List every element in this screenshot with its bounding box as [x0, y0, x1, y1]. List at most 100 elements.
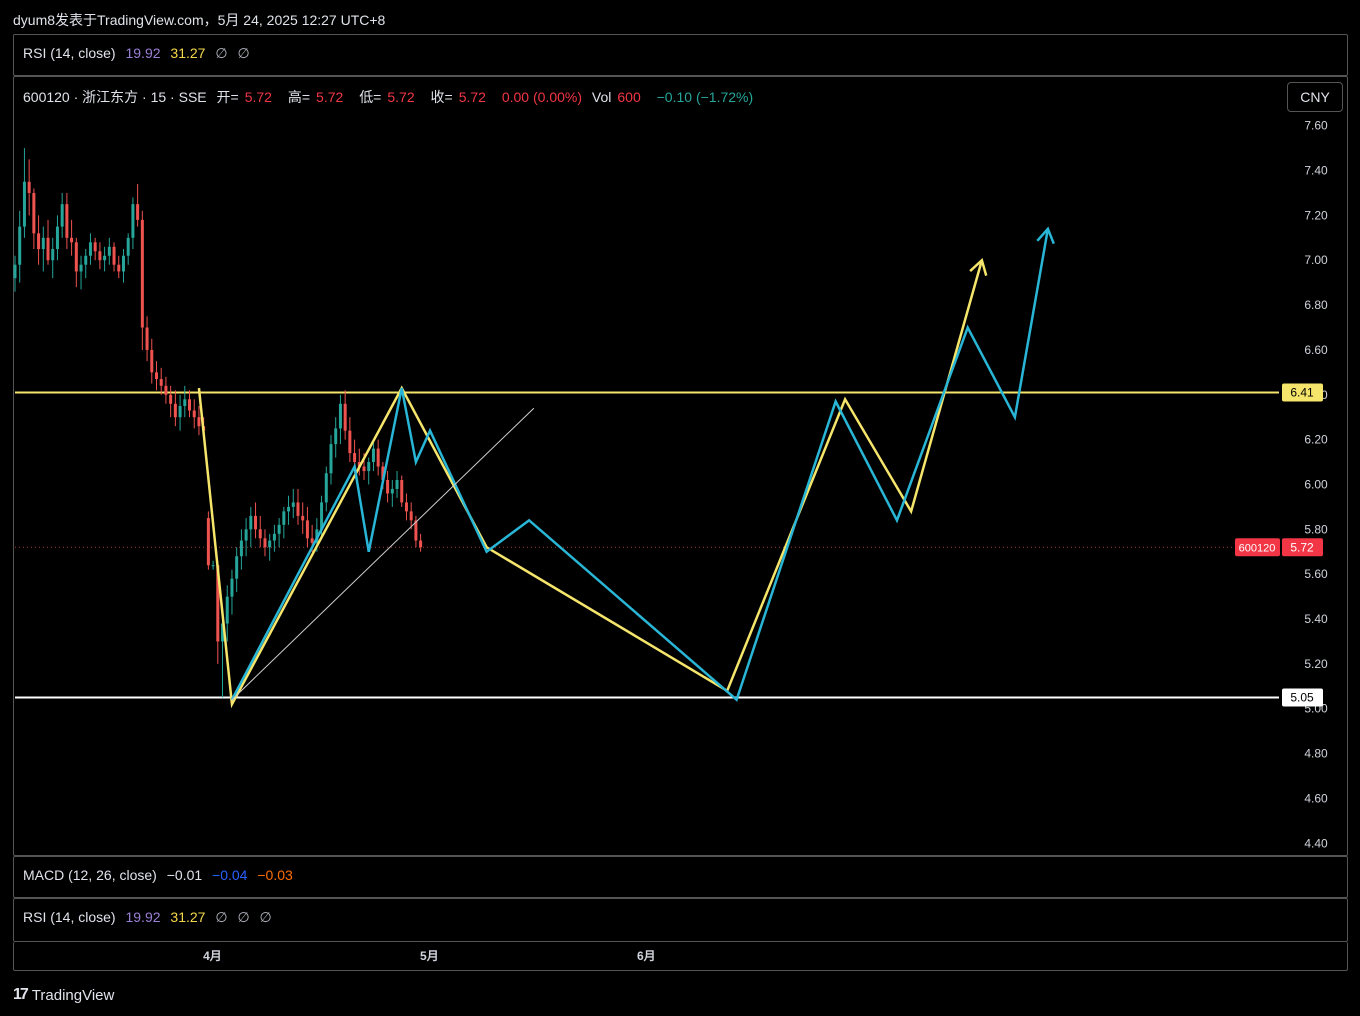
candle-body: [46, 237, 50, 261]
price-line-badge: [1282, 688, 1323, 707]
candle-body: [22, 181, 26, 227]
price-line-badge: [1282, 383, 1323, 402]
tradingview-logo-icon: 17: [13, 986, 29, 1003]
main-legend[interactable]: 600120 · 浙江东方 · 15 · SSE 开= 5.72 高= 5.72 低…: [23, 87, 759, 107]
candle-body: [150, 349, 154, 373]
candle-body: [357, 462, 361, 467]
candle-body: [188, 399, 192, 411]
y-tick-label: 5.80: [1304, 522, 1328, 536]
candle-body: [353, 453, 357, 463]
candle-body: [409, 511, 413, 521]
candle-body: [18, 226, 22, 265]
y-tick-label: 4.80: [1304, 747, 1328, 761]
candle-body: [381, 466, 385, 480]
rsi-top-null-1: ∅: [215, 45, 228, 61]
candle-body: [230, 578, 234, 597]
candle-body: [272, 533, 276, 541]
macd-legend[interactable]: MACD (12, 26, close) −0.01 −0.04 −0.03: [23, 867, 299, 883]
y-tick-label: 4.40: [1304, 836, 1328, 850]
macd-value-1: −0.01: [166, 867, 203, 883]
rsi-bottom-null-3: ∅: [259, 909, 272, 925]
rsi-bottom-value-2: 31.27: [170, 909, 206, 925]
candle-body: [93, 242, 97, 252]
rsi-bottom-legend[interactable]: RSI (14, close) 19.92 31.27 ∅ ∅ ∅: [23, 909, 278, 926]
candle-body: [60, 204, 64, 227]
y-tick-label: 6.20: [1304, 433, 1328, 447]
close-label: 收=: [430, 89, 453, 105]
candle-body: [159, 379, 163, 386]
candle-body: [310, 538, 314, 543]
rsi-top-legend[interactable]: RSI (14, close) 19.92 31.27 ∅ ∅: [23, 45, 256, 62]
close-value: 5.72: [458, 89, 486, 105]
candle-body: [154, 372, 158, 380]
candle-body: [419, 540, 423, 548]
candle-body: [216, 565, 220, 642]
symbol-badge: [1235, 538, 1280, 557]
candle-body: [334, 428, 338, 445]
x-tick-label: 5月: [420, 949, 439, 963]
candle-body: [65, 204, 69, 238]
price-line-label: 6.41: [1290, 386, 1314, 400]
candle-body: [192, 410, 196, 418]
rsi-top-panel: [13, 34, 1348, 76]
candle-body: [51, 249, 55, 261]
high-label: 高=: [287, 89, 311, 105]
candle-body: [112, 246, 116, 265]
candle-body: [348, 430, 352, 454]
candle-body: [277, 524, 281, 534]
candle-body: [258, 529, 262, 539]
price-line-label: 5.05: [1290, 691, 1314, 705]
time-axis-panel[interactable]: [13, 942, 1348, 971]
volume-label: Vol: [591, 89, 612, 105]
macd-panel: [13, 856, 1348, 898]
tradingview-brand[interactable]: 17 TradingView: [13, 986, 114, 1004]
low-label: 低=: [359, 89, 382, 105]
y-tick-label: 4.60: [1304, 791, 1328, 805]
macd-name: MACD (12, 26, close): [23, 867, 157, 883]
main-price-panel[interactable]: [13, 76, 1348, 856]
candle-body: [70, 237, 74, 243]
candle-body: [296, 502, 300, 516]
candle-body: [27, 181, 31, 193]
candle-body: [268, 540, 272, 548]
rsi-bottom-null-2: ∅: [237, 909, 250, 925]
rsi-top-name: RSI (14, close): [23, 45, 116, 61]
candle-body: [320, 502, 324, 530]
open-label: 开=: [216, 89, 239, 105]
candle-body: [103, 255, 107, 261]
y-tick-label: 5.60: [1304, 567, 1328, 581]
y-tick-label: 7.40: [1304, 164, 1328, 178]
rsi-top-null-2: ∅: [237, 45, 250, 61]
candle-body: [98, 251, 102, 261]
candle-body: [376, 448, 380, 467]
macd-value-2: −0.04: [212, 867, 248, 883]
trend-line: [231, 407, 535, 701]
candle-body: [287, 506, 291, 512]
macd-value-3: −0.03: [257, 867, 293, 883]
y-tick-label: 5.20: [1304, 657, 1328, 671]
high-value: 5.72: [316, 89, 344, 105]
last-price-badge: [1282, 538, 1323, 557]
candle-body: [145, 327, 149, 350]
symbol-badge-label: 600120: [1239, 542, 1276, 554]
currency-button[interactable]: CNY: [1287, 82, 1343, 112]
brand-name: TradingView: [31, 986, 115, 1004]
candle-body: [131, 204, 135, 238]
rsi-bottom-name: RSI (14, close): [23, 909, 116, 925]
y-tick-label: 7.60: [1304, 119, 1328, 133]
candle-body: [367, 462, 371, 472]
arrow-head-icon: [969, 257, 988, 276]
candle-body: [183, 399, 187, 406]
candle-body: [282, 511, 286, 525]
candle-body: [395, 480, 399, 489]
candle-body: [225, 596, 229, 624]
low-value: 5.72: [387, 89, 415, 105]
y-tick-label: 7.20: [1304, 208, 1328, 222]
candle-body: [211, 565, 215, 567]
candle-body: [343, 403, 347, 431]
candle-body: [197, 417, 201, 427]
x-tick-label: 4月: [203, 949, 222, 963]
candle-body: [74, 242, 78, 272]
cyan-zigzag-line: [230, 228, 1050, 702]
